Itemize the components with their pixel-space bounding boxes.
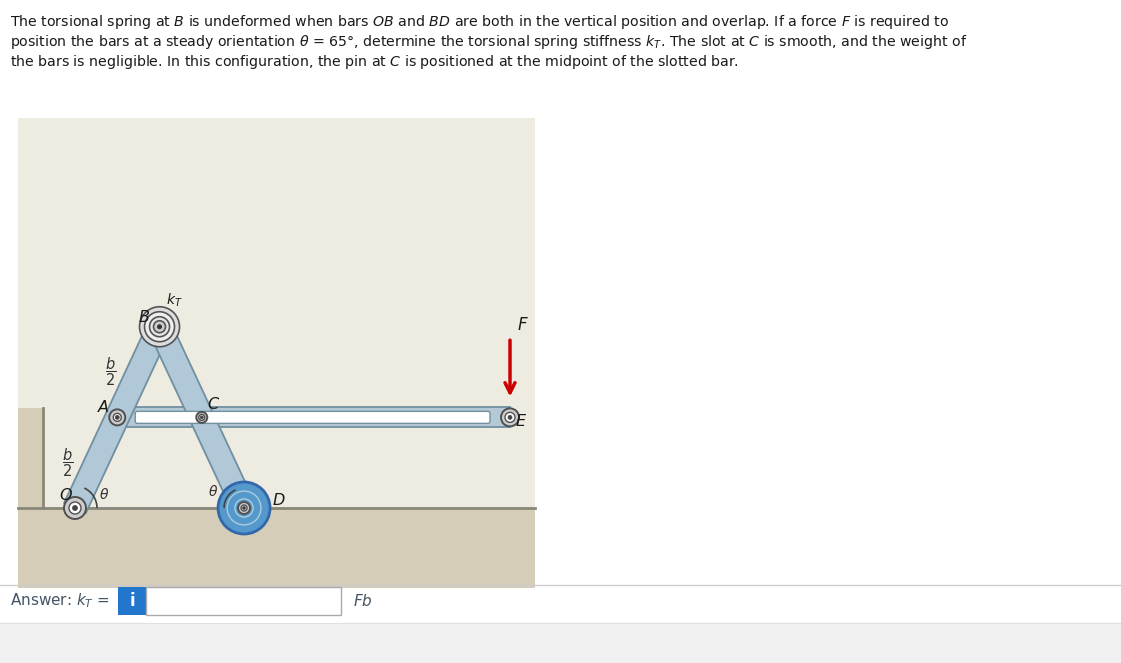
Polygon shape [64, 322, 170, 513]
Text: $F$: $F$ [517, 316, 529, 334]
Text: $E$: $E$ [515, 413, 527, 430]
Circle shape [219, 482, 270, 534]
Circle shape [201, 416, 203, 419]
Circle shape [145, 312, 175, 341]
Text: $O$: $O$ [59, 487, 73, 503]
Text: position the bars at a steady orientation $\theta$ = 65°, determine the torsiona: position the bars at a steady orientatio… [10, 33, 967, 51]
Bar [118, 587, 146, 615]
Circle shape [115, 415, 119, 420]
Circle shape [501, 408, 519, 426]
Polygon shape [149, 322, 254, 513]
Circle shape [508, 415, 512, 420]
Circle shape [157, 324, 163, 330]
Text: i: i [129, 592, 135, 610]
Bar [18, 408, 43, 508]
Text: $Fb$: $Fb$ [353, 593, 372, 609]
Text: $k_T$: $k_T$ [166, 292, 182, 309]
Circle shape [504, 412, 515, 422]
Circle shape [109, 409, 126, 426]
Circle shape [241, 505, 247, 511]
Text: The torsional spring at $B$ is undeformed when bars $OB$ and $BD$ are both in th: The torsional spring at $B$ is undeforme… [10, 13, 949, 31]
Circle shape [196, 412, 207, 423]
FancyBboxPatch shape [136, 411, 490, 424]
Text: $\theta$: $\theta$ [209, 484, 219, 499]
Text: $\dfrac{b}{2}$: $\dfrac{b}{2}$ [63, 446, 74, 479]
Text: $D$: $D$ [272, 492, 286, 508]
Bar [0, 623, 1121, 663]
Text: $\dfrac{b}{2}$: $\dfrac{b}{2}$ [104, 356, 117, 389]
Text: $\theta$: $\theta$ [99, 487, 109, 502]
Circle shape [238, 502, 250, 514]
Circle shape [198, 414, 205, 420]
Circle shape [242, 507, 245, 509]
Circle shape [154, 321, 166, 333]
Bar [118, 407, 510, 428]
Circle shape [73, 505, 77, 511]
Circle shape [139, 307, 179, 347]
Text: $A$: $A$ [98, 399, 110, 415]
Circle shape [149, 317, 169, 337]
Circle shape [113, 413, 121, 422]
Text: $C$: $C$ [206, 396, 220, 412]
Circle shape [64, 497, 86, 519]
Bar [18, 508, 535, 588]
Text: $B$: $B$ [138, 309, 149, 325]
Text: Answer: $k_T$ =: Answer: $k_T$ = [10, 591, 110, 611]
Text: the bars is negligible. In this configuration, the pin at $C$ is positioned at t: the bars is negligible. In this configur… [10, 53, 739, 71]
Bar [146, 587, 341, 615]
Circle shape [70, 502, 81, 514]
Bar [18, 118, 535, 588]
